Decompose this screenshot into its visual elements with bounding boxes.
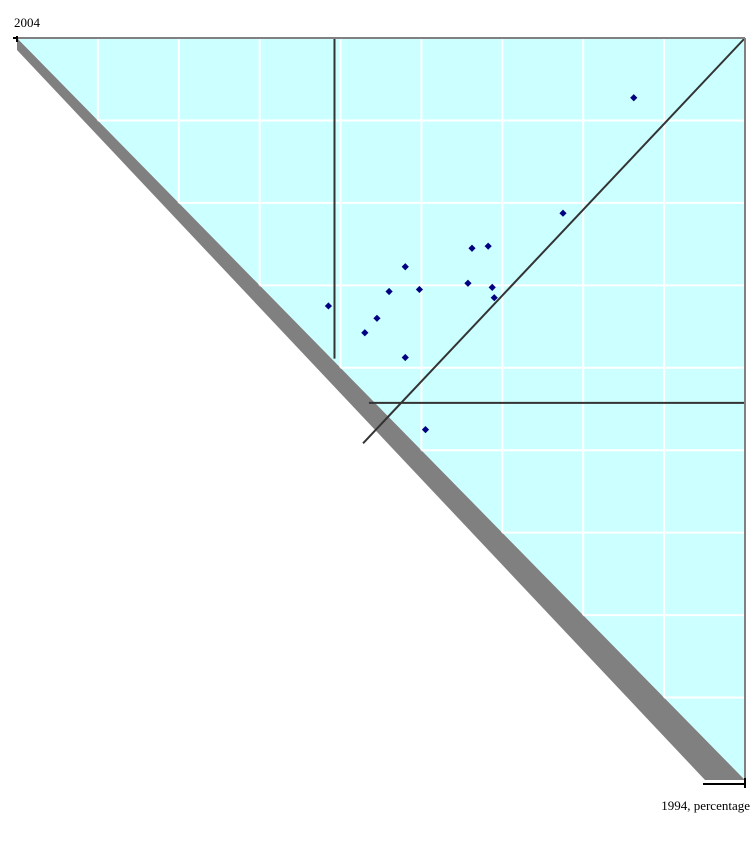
data-point (324, 302, 333, 310)
y-axis-label: 2004 (14, 15, 41, 30)
reference-lines (333, 37, 746, 444)
gridlines (96, 38, 745, 699)
plot-border (17, 37, 746, 780)
data-point (373, 314, 381, 322)
data-point (415, 285, 424, 294)
plot-area (17, 38, 745, 780)
data-point (401, 263, 409, 271)
data-points (324, 94, 638, 434)
data-point (490, 294, 498, 302)
data-point (401, 353, 409, 362)
x-axis-label: 1994, percentage (661, 798, 750, 813)
diagonal-reference-line (362, 37, 746, 444)
data-point (385, 287, 393, 296)
data-point (421, 426, 430, 434)
data-point (559, 209, 567, 217)
data-point (468, 244, 476, 252)
data-point (630, 94, 638, 102)
axis-ticks (13, 36, 746, 788)
data-point (488, 283, 496, 291)
data-point (484, 242, 492, 250)
data-point (464, 279, 472, 287)
data-point (361, 329, 369, 337)
